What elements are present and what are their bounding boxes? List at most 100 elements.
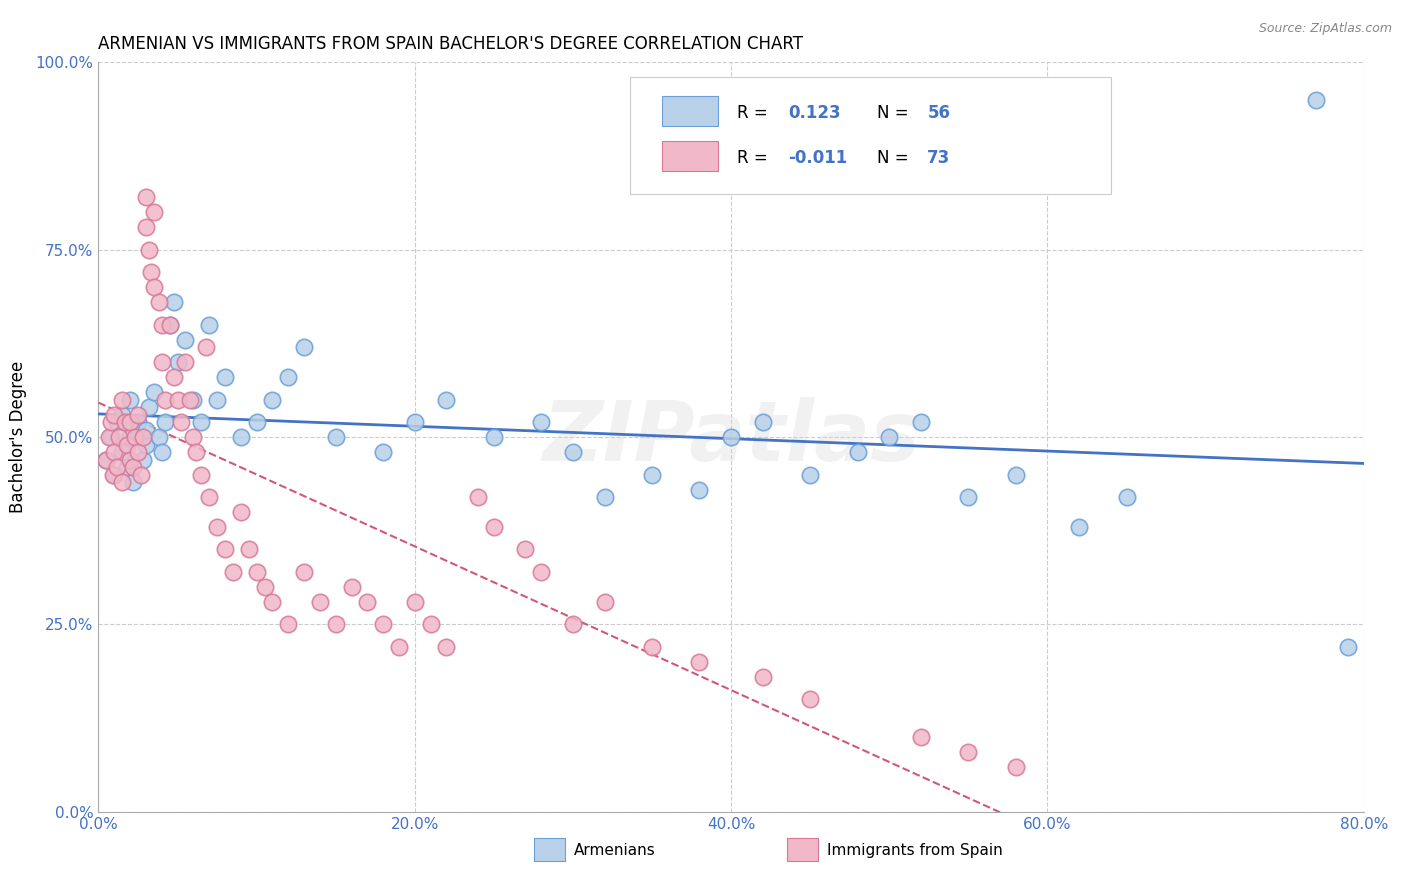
Point <box>183 430 205 444</box>
Point <box>371 617 394 632</box>
Point <box>229 505 252 519</box>
Point <box>138 400 160 414</box>
Point <box>150 445 173 459</box>
Point <box>114 415 136 429</box>
FancyBboxPatch shape <box>661 141 718 171</box>
Point <box>910 730 932 744</box>
Point <box>163 295 186 310</box>
Point <box>174 333 197 347</box>
Point <box>530 565 553 579</box>
Point <box>108 430 131 444</box>
Point <box>103 445 125 459</box>
Point <box>148 295 170 310</box>
Point <box>135 423 157 437</box>
Point <box>222 565 245 579</box>
Point <box>166 355 188 369</box>
Point <box>910 415 932 429</box>
Point <box>751 670 773 684</box>
Point <box>101 467 124 482</box>
Point <box>127 445 149 459</box>
Point <box>292 565 315 579</box>
Point <box>688 655 710 669</box>
Point <box>150 355 173 369</box>
Point <box>325 617 347 632</box>
FancyBboxPatch shape <box>630 78 1111 194</box>
Point <box>179 392 201 407</box>
Point <box>436 640 458 654</box>
Point <box>1004 467 1026 482</box>
Point <box>246 415 269 429</box>
Point <box>111 392 134 407</box>
Point <box>148 430 170 444</box>
Point <box>107 460 129 475</box>
Text: ZIPatlas: ZIPatlas <box>543 397 920 477</box>
Text: Armenians: Armenians <box>574 843 655 857</box>
Text: R =: R = <box>737 149 773 168</box>
Text: 73: 73 <box>928 149 950 168</box>
Point <box>163 370 186 384</box>
Point <box>138 243 160 257</box>
Point <box>166 392 188 407</box>
Point <box>1305 93 1327 107</box>
Text: Source: ZipAtlas.com: Source: ZipAtlas.com <box>1258 22 1392 36</box>
Point <box>957 745 980 759</box>
Y-axis label: Bachelor's Degree: Bachelor's Degree <box>10 361 27 513</box>
Point <box>799 692 821 706</box>
Point <box>246 565 269 579</box>
Point <box>96 452 118 467</box>
Point <box>198 490 221 504</box>
Point <box>467 490 489 504</box>
Point <box>356 595 378 609</box>
Point <box>957 490 980 504</box>
Point <box>198 318 221 332</box>
Point <box>107 415 129 429</box>
Point <box>593 595 616 609</box>
Text: N =: N = <box>877 104 914 122</box>
Text: 0.123: 0.123 <box>789 104 841 122</box>
Point <box>277 370 299 384</box>
Point <box>1067 520 1090 534</box>
Point <box>190 467 212 482</box>
Point <box>159 318 181 332</box>
Text: -0.011: -0.011 <box>789 149 848 168</box>
Point <box>262 392 284 407</box>
Point <box>103 467 125 482</box>
Point <box>100 415 122 429</box>
Point <box>277 617 299 632</box>
Point <box>205 392 228 407</box>
Point <box>111 408 134 422</box>
Point <box>100 430 122 444</box>
Point <box>111 445 134 459</box>
Point <box>229 430 252 444</box>
Point <box>98 430 121 444</box>
Point <box>404 415 426 429</box>
Point <box>371 445 394 459</box>
Point <box>325 430 347 444</box>
Point <box>153 392 176 407</box>
Point <box>183 392 205 407</box>
Point <box>561 617 585 632</box>
Point <box>530 415 553 429</box>
Point <box>190 415 212 429</box>
Point <box>1004 760 1026 774</box>
Point <box>127 430 149 444</box>
Point <box>404 595 426 609</box>
Point <box>340 580 363 594</box>
Point <box>142 280 165 294</box>
Point <box>120 452 141 467</box>
Point <box>111 475 134 489</box>
Point <box>1337 640 1360 654</box>
Point <box>115 437 138 451</box>
Point <box>253 580 276 594</box>
Point <box>129 467 152 482</box>
Point <box>1115 490 1137 504</box>
Point <box>169 415 191 429</box>
Point <box>205 520 228 534</box>
Point <box>135 190 157 204</box>
Point <box>159 318 181 332</box>
Point <box>139 265 162 279</box>
Point <box>186 445 208 459</box>
Point <box>641 640 664 654</box>
Point <box>214 542 236 557</box>
Point <box>751 415 773 429</box>
